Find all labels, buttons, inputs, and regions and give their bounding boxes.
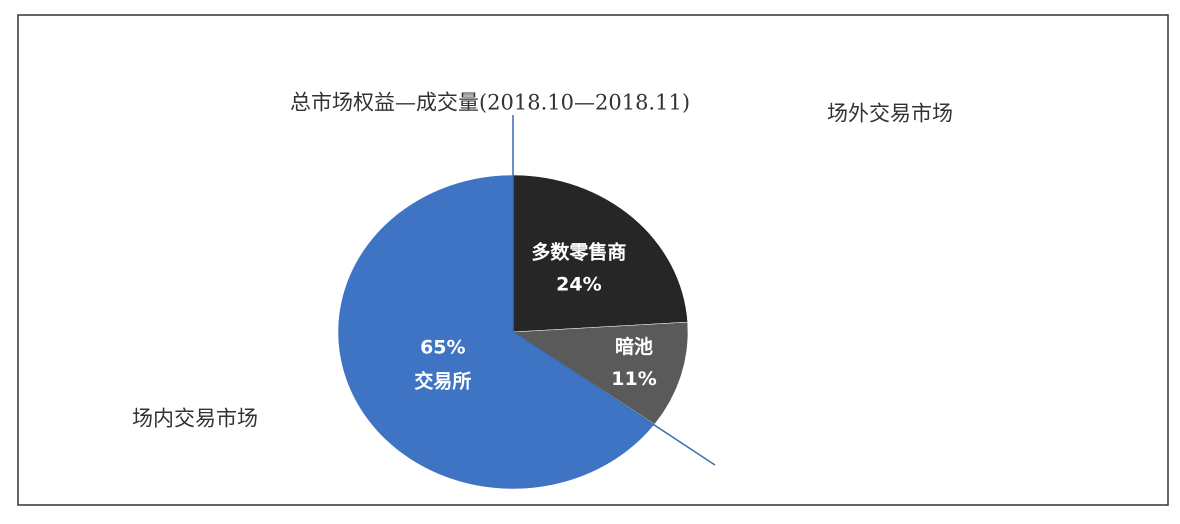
annotation: 场外交易市场 — [827, 102, 953, 126]
value-label: 65% — [420, 337, 465, 359]
annotation: 场内交易市场 — [132, 407, 258, 431]
chart-title: 总市场权益—成交量(2018.10—2018.11) — [290, 91, 690, 115]
pie-slice — [512, 174, 688, 333]
value-label: 24% — [556, 274, 601, 296]
slice-label: 暗池 — [615, 335, 653, 358]
slice-label: 交易所 — [414, 370, 471, 393]
market-divider — [512, 115, 716, 466]
slice-label: 多数零售商 — [531, 241, 626, 264]
pie-slice — [337, 174, 655, 490]
pie — [337, 174, 689, 490]
value-label: 11% — [611, 368, 656, 390]
pie-slice — [512, 321, 689, 425]
